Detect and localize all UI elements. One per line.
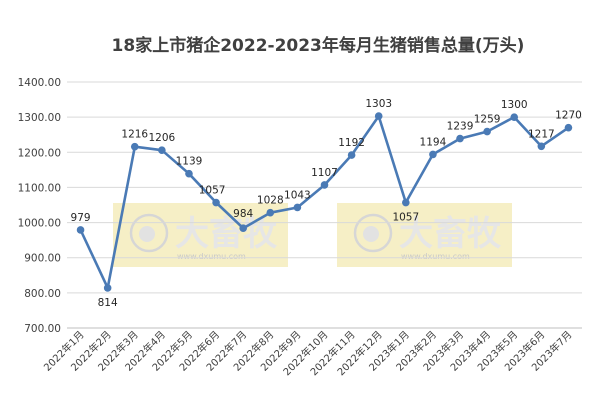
data-label: 1206 [149,132,176,144]
data-label: 1194 [420,136,447,148]
data-label: 984 [233,208,253,220]
watermark-logo-icon [129,213,169,253]
data-point [374,112,383,120]
data-point [429,150,437,159]
data-point [402,198,410,207]
watermark-url: www.dxumu.com [401,252,470,261]
watermark-logo-icon [353,213,393,253]
data-point [266,208,275,217]
data-label: 814 [98,297,118,309]
data-label: 1217 [528,128,555,140]
x-axis-ticks: 2022年1月2022年2月2022年3月2022年4月2022年5月2022年… [41,328,575,378]
y-tick-label: 1400.00 [18,77,61,89]
data-point [320,181,329,189]
data-label: 1107 [311,167,338,179]
y-tick-label: 900.00 [24,253,61,265]
watermark-logo-dot-icon [139,226,155,242]
watermark-url: www.dxumu.com [177,252,246,261]
data-label: 1057 [392,212,419,224]
data-point [212,198,220,207]
data-label: 1043 [284,189,311,201]
data-label: 1270 [555,110,582,122]
data-point [103,284,112,292]
data-label: 1028 [257,195,284,207]
data-label: 1300 [501,99,528,111]
data-label: 1239 [447,121,474,133]
y-tick-label: 1100.00 [18,182,61,194]
y-tick-label: 1300.00 [18,112,61,124]
data-point [185,169,193,178]
data-label: 1216 [121,129,148,141]
data-point [158,146,166,154]
data-label: 1192 [338,137,365,149]
data-label: 1057 [199,185,226,197]
data-point [456,134,464,143]
data-points [76,112,573,292]
data-point [239,224,247,232]
chart-title: 18家上市猪企2022-2023年每月生猪销售总量(万头) [112,35,525,56]
watermark-text: 大畜牧 [175,214,278,254]
y-tick-label: 800.00 [24,288,61,300]
y-tick-label: 1200.00 [18,147,61,159]
data-point [76,226,85,234]
y-axis-ticks: 700.00 800.00 900.00 1000.00 1100.00 1200.00 1… [18,77,61,335]
data-label: 1259 [474,114,501,126]
data-label: 1139 [176,156,203,168]
data-point [537,142,546,151]
gridlines [67,81,582,294]
data-point [483,127,491,136]
data-label: 1303 [365,98,392,110]
data-point [564,123,573,132]
data-point [293,203,302,212]
watermark-logo-dot-icon [363,226,379,242]
watermark-text: 大畜牧 [399,214,502,254]
y-tick-label: 1000.00 [18,218,61,230]
data-label: 979 [71,212,91,224]
y-tick-label: 700.00 [24,323,61,335]
data-point [347,151,356,159]
data-point [510,113,519,121]
data-point [130,142,139,151]
